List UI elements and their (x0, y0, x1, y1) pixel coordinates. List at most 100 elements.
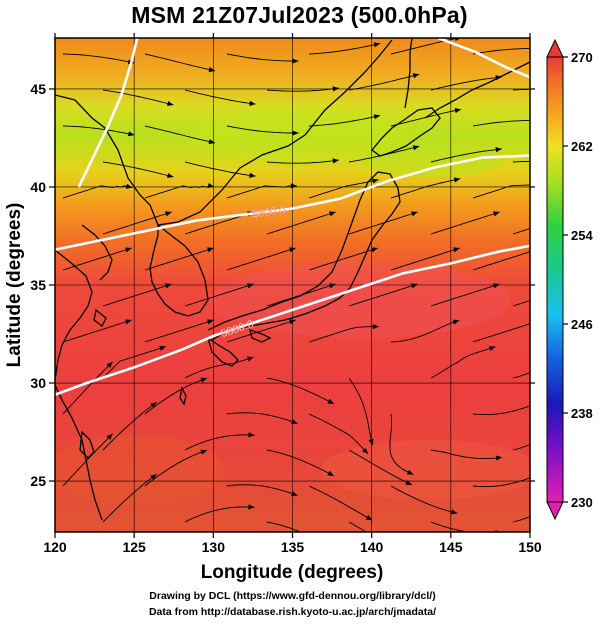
streamline-arrowhead (361, 447, 369, 454)
streamline-arrowhead (165, 211, 172, 217)
streamline-arrowhead (106, 433, 113, 440)
streamline (308, 413, 369, 455)
streamline-arrowhead (412, 145, 420, 151)
streamline-arrowhead (412, 73, 420, 79)
streamline (184, 356, 254, 379)
streamline (144, 247, 214, 271)
streamline (430, 76, 502, 91)
streamline-arrowhead (495, 147, 502, 153)
streamline (184, 161, 256, 177)
streamline-arrowhead (411, 211, 418, 217)
streamline (144, 125, 216, 144)
streamline (226, 247, 296, 271)
streamline-arrowhead (208, 139, 215, 145)
streamline-arrowhead (290, 491, 298, 496)
streamline-arrowhead (249, 100, 256, 106)
streamline (226, 484, 298, 497)
streamline-arrowhead (536, 472, 543, 477)
streamline-arrowhead (207, 182, 214, 189)
y-tick-label: 45 (30, 81, 46, 97)
streamline-arrowhead (574, 353, 581, 358)
streamline (308, 326, 379, 343)
height-contour-line (437, 38, 530, 79)
streamline-arrowhead (208, 67, 215, 73)
streamline (390, 178, 461, 199)
streamline-arrowhead (125, 183, 133, 189)
streamline-arrowhead (207, 319, 214, 325)
streamline-arrowhead (327, 398, 334, 404)
streamline (390, 108, 462, 127)
colorbar-tick-label: 238 (571, 406, 593, 421)
streamline-arrowhead (327, 543, 334, 548)
streamline-arrowhead (536, 400, 543, 405)
streamline (266, 521, 302, 532)
streamline (472, 323, 530, 343)
streamline-arrowhead (292, 130, 299, 136)
streamline-arrowhead (450, 509, 458, 515)
chart-title: MSM 21Z07Jul2023 (500.0hPa) (131, 2, 468, 28)
streamline (308, 179, 379, 199)
streamline (472, 251, 530, 271)
streamline-arrowhead (411, 283, 418, 289)
streamline-arrowhead (452, 319, 460, 325)
streamline (308, 43, 381, 55)
streamline-arrowhead (453, 247, 460, 253)
streamline-arrowhead (329, 283, 336, 289)
x-tick-label: 140 (360, 539, 384, 555)
x-axis-ticks: 120 125 130 135 140 145 150 (43, 33, 542, 555)
streamline-arrowhead (327, 470, 334, 476)
streamline-arrowhead (106, 361, 113, 368)
streamline (512, 88, 530, 91)
streamline-arrowhead (125, 319, 132, 325)
streamline (144, 319, 214, 343)
streamline (266, 159, 339, 164)
streamline-arrowhead (493, 283, 500, 289)
streamline (512, 444, 530, 451)
streamline (62, 247, 132, 271)
streamline-arrowhead (488, 346, 496, 352)
colorbar-tick-label: 270 (571, 50, 593, 65)
colorbar: 230 238 246 254 262 270 (546, 38, 593, 521)
streamline-arrowhead (406, 469, 414, 475)
streamline-arrowhead (373, 114, 381, 120)
streamline (430, 449, 503, 460)
coastlines (55, 38, 530, 521)
streamline (308, 485, 373, 521)
streamline (266, 377, 335, 405)
streamline (472, 405, 530, 416)
streamline (62, 361, 113, 415)
streamline-arrowhead (248, 504, 255, 510)
streamline-arrowhead (453, 177, 461, 183)
streamline-arrowhead (405, 480, 412, 486)
streamline (512, 516, 530, 523)
streamline-arrowhead (200, 449, 208, 455)
streamline-arrowhead (578, 162, 584, 167)
streamline-arrowhead (373, 42, 381, 48)
streamline-arrowhead (332, 158, 339, 164)
streamline (348, 73, 420, 91)
streamline-arrowhead (290, 183, 297, 189)
streamline (390, 485, 458, 514)
height-contour-line (77, 38, 139, 188)
x-tick-label: 150 (518, 539, 542, 555)
height-contour-line (55, 154, 530, 251)
colorbar-tick-label: 262 (571, 139, 593, 154)
streamline-arrowhead (535, 319, 542, 324)
streamline-arrows (106, 38, 584, 548)
streamline-arrowhead (332, 86, 339, 92)
streamline-arrowhead (495, 455, 503, 461)
streamline (226, 412, 298, 425)
colorbar-extend-bottom (546, 501, 564, 521)
streamline-arrowhead (247, 283, 254, 289)
streamline-arrowhead (495, 75, 502, 81)
x-axis-label: Longitude (degrees) (201, 562, 384, 583)
streamline-arrowhead (537, 183, 543, 188)
x-tick-label: 145 (439, 539, 463, 555)
credit-drawing: Drawing by DCL (https://www.gfd-dennou.o… (149, 590, 436, 602)
streamline-arrowhead (127, 131, 135, 137)
colorbar-extend-top (546, 38, 564, 58)
streamline (144, 377, 208, 415)
height-contour-line (55, 244, 530, 397)
